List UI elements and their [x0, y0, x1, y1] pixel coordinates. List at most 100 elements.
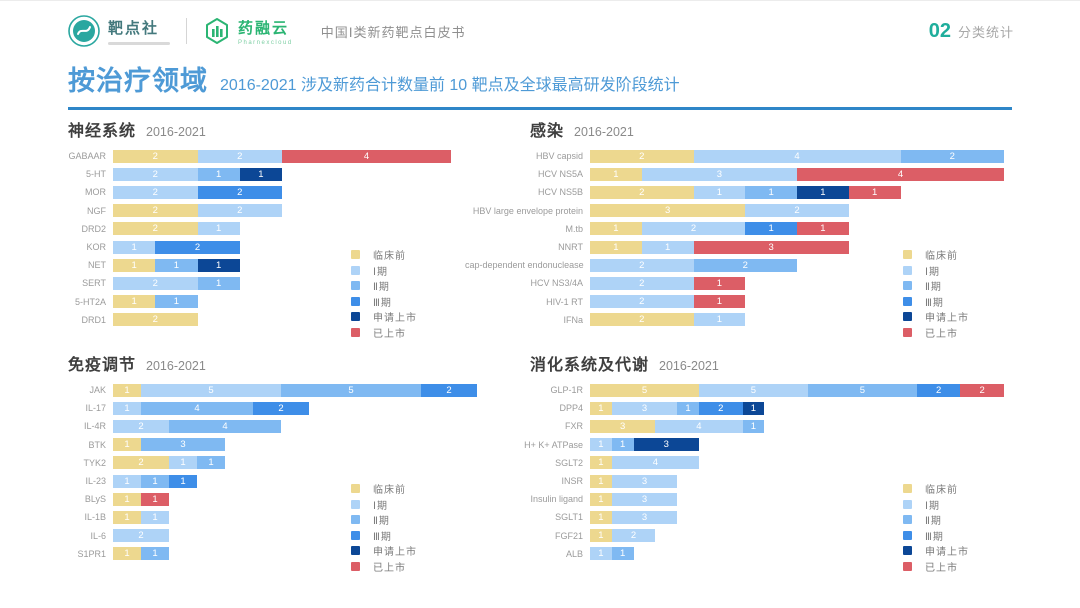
bar-segment: 5 — [698, 383, 808, 397]
legend-item: Ⅱ期 — [903, 278, 969, 294]
bar-row: SGLT2 1 4 — [465, 454, 1015, 472]
bar-segment: 2 — [590, 149, 694, 163]
legend-swatch — [903, 530, 912, 540]
bar-segment: 3 — [611, 401, 678, 415]
target-label: 5-HT2A — [74, 296, 106, 307]
legend-swatch — [351, 265, 360, 275]
bar-segment: 2 — [113, 185, 198, 199]
bar-segment: 2 — [155, 240, 240, 254]
chart-title-row: 免疫调节 2016-2021 — [68, 351, 488, 374]
bar-segment: 2 — [113, 456, 169, 470]
legend-item: 临床前 — [903, 481, 969, 497]
legend-item: 申请上市 — [351, 543, 417, 559]
bar-segment: 1 — [113, 438, 141, 452]
legend-item: Ⅱ期 — [351, 512, 417, 528]
bar-row: MOR 2 2 — [68, 183, 488, 201]
bar-segment: 1 — [239, 167, 282, 181]
bar-segment: 2 — [641, 222, 746, 236]
bar-segment: 4 — [169, 419, 281, 433]
bar-segment: 2 — [745, 204, 849, 218]
bar-segment: 4 — [655, 419, 743, 433]
bar-segment: 2 — [253, 401, 309, 415]
target-label: HBV large envelope protein — [472, 205, 583, 216]
legend-item: 已上市 — [903, 325, 969, 341]
bar-segment: 2 — [197, 185, 282, 199]
brand2-name: 药融云 — [238, 19, 290, 37]
bar-row: IL-17 1 4 2 — [68, 399, 488, 417]
target-label: KOR — [86, 242, 106, 253]
legend: 临床前 Ⅰ期 Ⅱ期 Ⅲ期 申请上市 已上市 — [351, 481, 417, 574]
bar-segment: 1 — [590, 240, 642, 254]
bar-segment: 5 — [141, 383, 281, 397]
bar-segment: 2 — [611, 529, 656, 543]
bar-segment: 1 — [141, 547, 169, 561]
bar-row: 5-HT2A 1 1 — [68, 293, 488, 311]
bar-row: DRD2 2 1 — [68, 220, 488, 238]
legend-item: 已上市 — [351, 559, 417, 575]
legend-item: Ⅰ期 — [903, 263, 969, 279]
legend-label: Ⅰ期 — [373, 500, 388, 512]
bar-row: HBV large envelope protein 3 2 — [465, 202, 1015, 220]
legend-swatch — [903, 327, 912, 337]
legend-label: 临床前 — [925, 485, 958, 497]
legend: 临床前 Ⅰ期 Ⅱ期 Ⅲ期 申请上市 已上市 — [903, 247, 969, 340]
bar-segment: 2 — [113, 529, 169, 543]
legend-label: 已上市 — [925, 562, 958, 574]
bar-segment: 3 — [590, 419, 656, 433]
bar-row: GLP-1R 5 5 5 2 2 — [465, 381, 1015, 399]
legend-swatch — [351, 530, 360, 540]
legend-label: Ⅲ期 — [925, 531, 944, 543]
bar-row: FGF21 1 2 — [465, 527, 1015, 545]
bar-segment: 1 — [742, 401, 765, 415]
bar-segment: 1 — [169, 456, 197, 470]
bar-segment: 1 — [590, 547, 612, 561]
stacked-bar: 2 — [113, 529, 169, 543]
target-label: GLP-1R — [550, 385, 583, 396]
bar-row: NET 1 1 1 — [68, 256, 488, 274]
bar-segment: 1 — [113, 383, 141, 397]
legend-item: 申请上市 — [351, 309, 417, 325]
legend-label: Ⅲ期 — [373, 297, 392, 309]
legend-label: Ⅱ期 — [925, 516, 942, 528]
bar-segment: 2 — [590, 276, 694, 290]
bar-row: FXR 3 4 1 — [465, 417, 1015, 435]
target-label: IL-6 — [90, 530, 106, 541]
legend: 临床前 Ⅰ期 Ⅱ期 Ⅲ期 申请上市 已上市 — [903, 481, 969, 574]
bar-segment: 1 — [590, 456, 612, 470]
chart-subtitle: 2016-2021 — [146, 125, 206, 139]
target-label: FXR — [565, 421, 583, 432]
bar-segment: 2 — [590, 258, 694, 272]
bar-segment: 1 — [693, 276, 746, 290]
legend-item: Ⅰ期 — [351, 497, 417, 513]
legend-swatch — [351, 546, 360, 556]
bar-segment: 1 — [693, 185, 746, 199]
legend-swatch — [903, 281, 912, 291]
bar-segment: 1 — [113, 474, 141, 488]
target-label: DPP4 — [559, 403, 583, 414]
bar-segment: 1 — [141, 492, 169, 506]
legend-item: 已上市 — [351, 325, 417, 341]
header-bar: 靶点社 药融云 Pharnexcloud 中国Ⅰ类新药靶点白皮书 02 分类统计 — [68, 11, 1014, 51]
bar-segment: 1 — [113, 295, 156, 309]
bar-segment: 4 — [797, 167, 1004, 181]
